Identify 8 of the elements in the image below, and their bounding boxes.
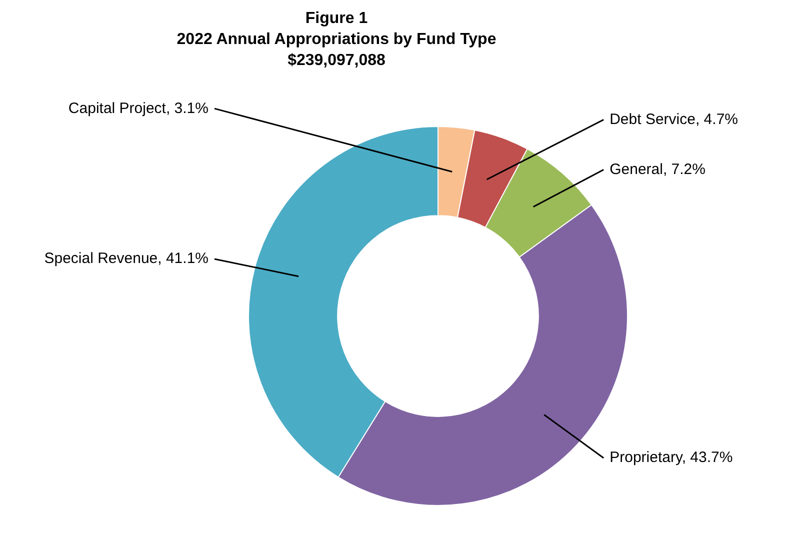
chart-subtitle: $239,097,088 [286, 51, 386, 71]
chart-title: 2022 Annual Appropriations by Fund Type [176, 30, 498, 50]
slice-label: General, 7.2% [610, 160, 706, 178]
caption: Figure 1 [304, 9, 369, 29]
slice-label: Proprietary, 43.7% [610, 449, 733, 466]
slice-label: Capital Project, 3.1% [68, 100, 208, 118]
slice-label: Debt Service, 4.7% [610, 110, 738, 128]
slice-label: Special Revenue, 41.1% [44, 250, 208, 268]
